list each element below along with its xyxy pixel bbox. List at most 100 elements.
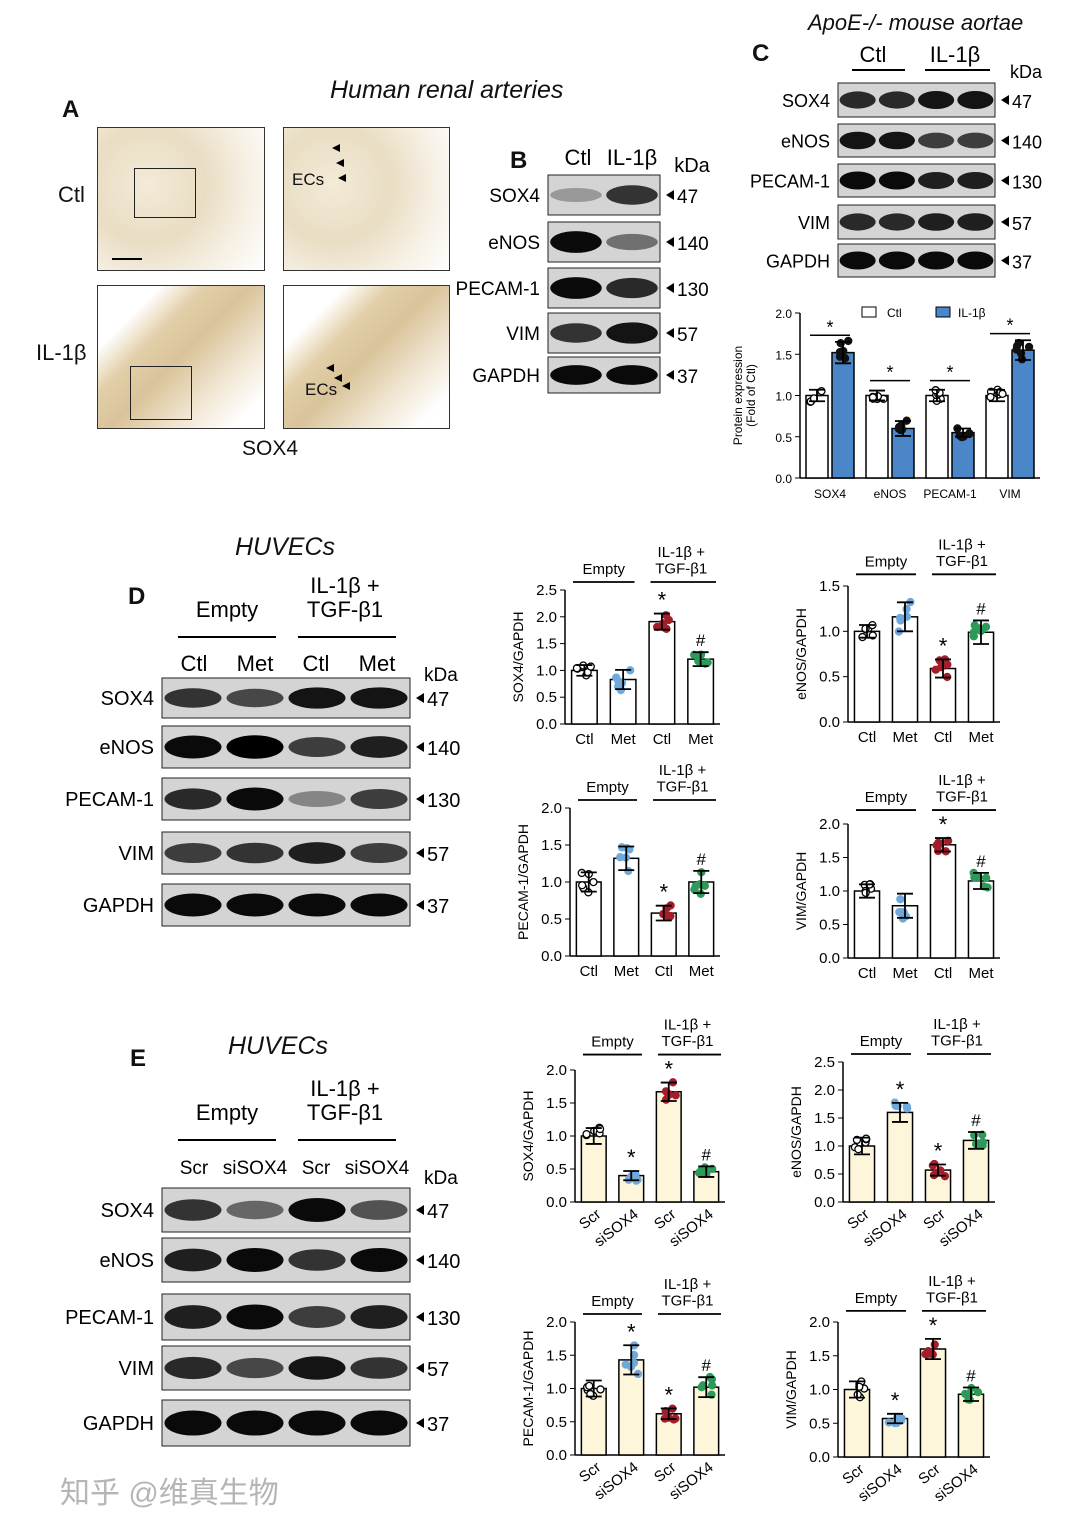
kda-label: kDa <box>424 665 458 686</box>
lane-label: Ctl <box>181 651 208 676</box>
y-tick-label: 1.0 <box>541 874 562 891</box>
bar <box>962 1139 990 1203</box>
y-tick-label: 1.0 <box>814 1138 835 1155</box>
bar <box>919 1348 947 1458</box>
error-bar <box>698 1165 715 1178</box>
arrowhead-icon <box>336 159 344 167</box>
blot-band <box>918 171 955 190</box>
y-tick-label: 1.5 <box>819 850 840 867</box>
x-tick-label: Ctl <box>575 731 593 748</box>
y-tick-label: 1.5 <box>546 1347 567 1364</box>
lane-label: Ctl <box>565 145 592 170</box>
y-axis-label: VIM/GAPDH <box>783 1350 799 1429</box>
y-axis-label: SOX4/GAPDH <box>520 1090 536 1181</box>
y-tick-label: 1.5 <box>809 1348 830 1365</box>
group-label: TGF-β1 <box>655 561 707 578</box>
blot-band <box>288 842 346 864</box>
x-tick-label: VIM <box>999 487 1020 501</box>
data-point <box>998 389 1007 399</box>
y-tick-label: 1.0 <box>819 623 840 640</box>
kda-arrow-icon <box>1001 175 1009 186</box>
group-label: TGF-β1 <box>307 1100 383 1125</box>
y-tick-label: 0.5 <box>541 911 562 928</box>
data-point <box>582 1129 591 1139</box>
bar <box>613 857 640 957</box>
blot-band <box>288 1197 346 1223</box>
blot-band <box>288 791 346 807</box>
kda-value: 130 <box>427 790 460 812</box>
panel-label-b: B <box>510 147 528 174</box>
group-label: Empty <box>865 789 908 806</box>
blot-band <box>350 1200 408 1220</box>
row-label-ctl: Ctl <box>58 182 85 207</box>
group-label: IL-1β + <box>664 1017 712 1034</box>
x-tick-label: Scr <box>651 1206 679 1233</box>
data-point <box>981 622 991 631</box>
x-tick-label: Ctl <box>934 965 952 982</box>
error-bar <box>835 340 851 365</box>
blot-band <box>164 1248 222 1272</box>
data-point <box>1024 342 1034 352</box>
protein-label: SOX4 <box>101 1200 154 1222</box>
bar <box>648 620 676 725</box>
blot-band <box>918 251 955 270</box>
blot-band <box>350 843 408 863</box>
blot-band <box>606 185 658 205</box>
error-bar <box>973 872 989 890</box>
blot-band <box>839 213 876 231</box>
bar <box>967 880 995 959</box>
data-point <box>983 883 992 892</box>
x-tick-label: Met <box>968 965 994 982</box>
y-tick-label: 0.0 <box>814 1194 835 1211</box>
blot-band <box>606 365 658 385</box>
kda-arrow-icon <box>416 742 424 752</box>
significance-mark: * <box>659 880 668 905</box>
error-bar <box>615 668 632 691</box>
group-label: Empty <box>196 1100 258 1125</box>
panel-d-title: HUVECs <box>235 533 336 561</box>
blot-band <box>839 91 876 109</box>
histology-ctl-zoom <box>283 127 450 271</box>
kda-value: 37 <box>677 367 698 388</box>
data-point <box>902 1102 911 1111</box>
error-bar <box>989 388 1005 403</box>
x-tick-label: Ctl <box>858 965 876 982</box>
protein-label: SOX4 <box>782 91 830 111</box>
protein-label: PECAM-1 <box>65 1307 154 1329</box>
y-tick-label: 1.0 <box>809 1382 830 1399</box>
group-label: IL-1β + <box>664 1276 712 1293</box>
y-tick-label: 2.0 <box>536 609 557 626</box>
group-label: IL-1β + <box>658 544 706 561</box>
blot-band <box>164 735 222 759</box>
y-tick-label: 2.0 <box>814 1082 835 1099</box>
significance-mark: * <box>891 1388 900 1413</box>
data-point <box>666 911 675 921</box>
kda-arrow-icon <box>1001 95 1009 105</box>
data-point <box>896 895 905 904</box>
significance-mark: * <box>658 588 667 613</box>
group-label: TGF-β1 <box>662 1033 714 1050</box>
x-tick-label: Scr <box>576 1206 604 1233</box>
y-tick-label: 0.0 <box>546 1194 567 1211</box>
y-tick-label: 2.5 <box>536 582 557 599</box>
blot-band <box>350 687 408 709</box>
bar <box>687 658 715 725</box>
group-label: IL-1β + <box>928 1273 976 1290</box>
y-tick-label: 0.5 <box>546 1414 567 1431</box>
y-axis-label: eNOS/GAPDH <box>793 608 809 700</box>
data-point <box>700 1163 709 1172</box>
y-tick-label: 1.5 <box>819 578 840 595</box>
error-bar <box>925 1337 941 1361</box>
bar <box>570 669 598 725</box>
blot-band <box>918 90 955 110</box>
panel-e-title: HUVECs <box>228 1032 329 1060</box>
significance-mark: * <box>939 633 948 658</box>
data-point <box>703 658 712 667</box>
blot-band <box>957 132 994 149</box>
y-axis-label: Protein expression(Fold of Ctl) <box>731 346 758 445</box>
x-tick-label: PECAM-1 <box>923 487 977 501</box>
blot-band <box>918 132 955 149</box>
y-tick-label: 0.0 <box>775 472 792 486</box>
error-bar <box>854 1136 870 1156</box>
blot-band <box>164 1410 222 1436</box>
